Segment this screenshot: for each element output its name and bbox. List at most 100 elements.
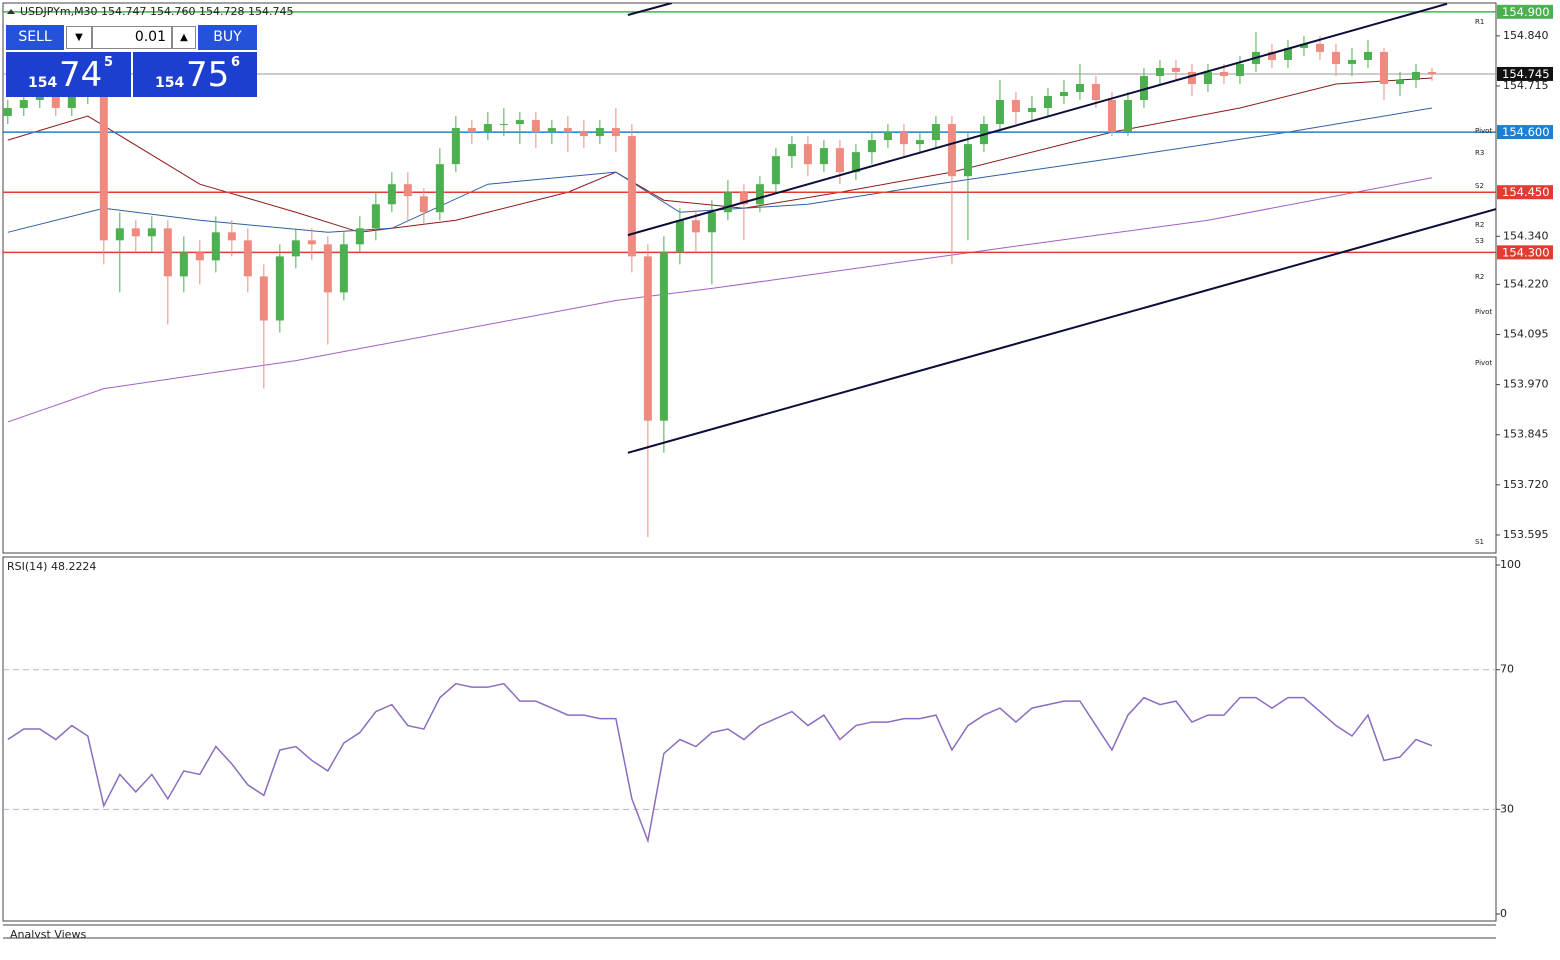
candle-body <box>339 244 348 293</box>
candle-body <box>387 184 396 205</box>
axis-band <box>0 938 1560 960</box>
level-label: Pivot <box>1475 127 1492 135</box>
y-tick-label: 154.095 <box>1503 328 1549 341</box>
candle-body <box>611 128 620 137</box>
candle-body <box>243 240 252 277</box>
price-tag-label: 154.900 <box>1502 5 1550 19</box>
volume-up[interactable]: ▲ <box>172 26 196 49</box>
candle-body <box>739 192 748 205</box>
ask-big: 154 <box>155 75 185 91</box>
candle-body <box>355 228 364 245</box>
moving-average <box>7 177 1433 423</box>
volume-input[interactable]: 0.01 <box>92 26 172 49</box>
candle-body <box>595 128 604 137</box>
candle-body <box>115 228 124 241</box>
candle-body <box>627 136 636 257</box>
candle-body <box>771 156 780 185</box>
candle-body <box>995 100 1004 125</box>
candle-body <box>675 220 684 253</box>
level-label: S2 <box>1475 182 1484 190</box>
bid-price[interactable]: 154 74 5 <box>6 52 131 97</box>
candle-body <box>1075 83 1084 92</box>
trend-line <box>627 3 1448 237</box>
level-label: R1 <box>1475 18 1484 26</box>
trend-line <box>627 208 1496 454</box>
candle-body <box>275 256 284 321</box>
collapse-icon[interactable] <box>7 9 15 14</box>
rsi-title: RSI(14) 48.2224 <box>7 560 96 573</box>
candle-body <box>883 132 892 141</box>
candle-body <box>3 108 12 117</box>
y-tick-label: 154.340 <box>1503 229 1549 242</box>
volume-down[interactable]: ▼ <box>66 26 92 49</box>
trend-line <box>627 3 673 16</box>
candle-body <box>1091 83 1100 101</box>
price-tag-label: 154.600 <box>1502 125 1550 139</box>
candle-body <box>643 256 652 421</box>
candle-body <box>515 120 524 125</box>
candle-body <box>419 196 428 213</box>
candle-body <box>259 276 268 321</box>
candle-body <box>579 132 588 137</box>
price-tag-label: 154.300 <box>1502 245 1550 259</box>
candle-body <box>963 144 972 177</box>
candle-body <box>1139 75 1148 101</box>
y-tick-label: 153.720 <box>1503 478 1549 491</box>
candle-body <box>1331 51 1340 64</box>
candle-body <box>851 152 860 173</box>
candle-body <box>723 192 732 213</box>
candle-body <box>1395 79 1404 84</box>
candle-body <box>691 220 700 233</box>
candle-body <box>915 140 924 145</box>
candle-body <box>1187 71 1196 84</box>
candle-body <box>1027 108 1036 113</box>
candle-body <box>1315 43 1324 52</box>
candle-body <box>307 240 316 245</box>
candle-body <box>451 128 460 165</box>
candle-body <box>1059 91 1068 97</box>
overlay: 154.840 154.715 154.340 154.220 154.095 153.9… <box>3 5 1553 954</box>
candle-body <box>1107 100 1116 133</box>
candle-body <box>899 132 908 145</box>
candle-body <box>435 164 444 213</box>
candle-body <box>1171 67 1180 72</box>
y-tick-label: 154.220 <box>1503 277 1549 290</box>
rsi-panel <box>2 556 1497 922</box>
y-tick-label: 153.845 <box>1503 428 1549 441</box>
price-tag-label: 154.745 <box>1502 67 1550 81</box>
candle-body <box>947 124 956 177</box>
y-tick-label: 153.595 <box>1503 528 1549 541</box>
buy-button[interactable]: BUY <box>198 25 257 50</box>
candle-body <box>195 252 204 261</box>
candle-body <box>403 184 412 197</box>
ask-price[interactable]: 154 75 6 <box>133 52 257 97</box>
candle-body <box>1219 71 1228 76</box>
candle-body <box>323 244 332 293</box>
moving-average <box>7 77 1433 233</box>
candle-body <box>1427 71 1436 74</box>
trade-panel: SELL ▼ 0.01 ▲ BUY 154 74 5 154 75 6 <box>6 25 257 97</box>
candle-body <box>1379 51 1388 84</box>
candle-body <box>179 252 188 277</box>
level-label: Pivot <box>1475 308 1492 316</box>
ask-main: 75 <box>186 55 230 95</box>
main-panel <box>2 2 1497 554</box>
y-tick-label: 153.970 <box>1503 378 1549 391</box>
symbol-title: USDJPYm,M30 154.747 154.760 154.728 154.… <box>20 5 294 18</box>
bid-main: 74 <box>59 55 103 95</box>
candle-body <box>819 148 828 165</box>
candle-body <box>659 252 668 421</box>
candle-body <box>131 228 140 237</box>
price-tag <box>1497 185 1553 200</box>
candle-body <box>147 228 156 237</box>
price-tag <box>1497 245 1553 260</box>
y-tick-label: 154.840 <box>1503 29 1549 42</box>
sell-button[interactable]: SELL <box>6 25 64 50</box>
moving-average <box>7 107 1433 233</box>
candle-body <box>787 144 796 157</box>
level-label: R3 <box>1475 149 1484 157</box>
candle-body <box>227 232 236 241</box>
bid-small: 5 <box>104 55 114 70</box>
level-label: S1 <box>1475 538 1484 546</box>
price-tag <box>1497 125 1553 140</box>
